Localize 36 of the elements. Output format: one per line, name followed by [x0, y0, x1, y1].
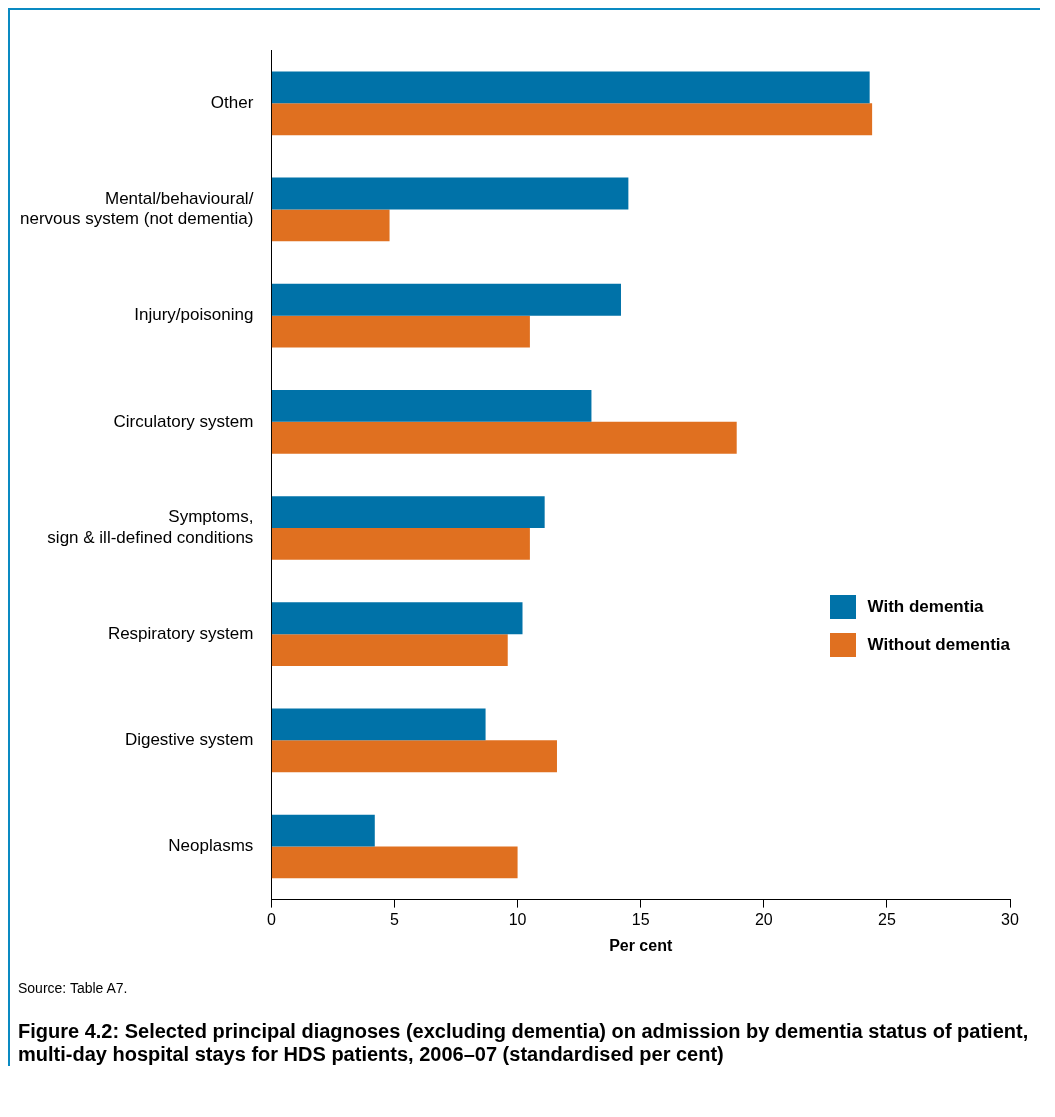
- bar: [271, 315, 530, 348]
- x-tick-label: 0: [266, 910, 276, 928]
- x-tick-label: 15: [631, 910, 650, 928]
- y-tick-label: Mental/behavioural/ nervous system (not dementia): [19, 188, 254, 229]
- x-tick-label: 30: [1001, 910, 1019, 928]
- bar: [271, 389, 592, 422]
- x-axis-title: Per cent: [609, 936, 673, 954]
- x-tick-label: 25: [878, 910, 896, 928]
- legend-label: With dementia: [867, 597, 984, 617]
- bar: [271, 283, 621, 316]
- bar: [271, 421, 737, 454]
- bar: [271, 177, 629, 210]
- bar: [271, 740, 557, 773]
- bar: [271, 846, 518, 879]
- y-tick-label: Symptoms, sign & ill-defined conditions: [47, 507, 254, 547]
- x-tick-label: 20: [754, 910, 773, 928]
- y-tick-label: Neoplasms: [168, 836, 254, 856]
- bar: [271, 496, 545, 528]
- bar: [271, 71, 870, 104]
- source-note: Source: Table A7.: [18, 980, 129, 996]
- bar: [271, 209, 390, 242]
- bar: [271, 527, 530, 560]
- x-tick-label: 5: [390, 910, 400, 928]
- bar: [271, 814, 375, 847]
- y-tick-label: Injury/poisoning: [134, 305, 254, 325]
- bar: [271, 103, 873, 136]
- y-tick-label: Other: [210, 92, 254, 112]
- bar: [271, 708, 486, 741]
- text: Figure 4.2: Selected principal diagnoses (excluding dementia) on admission by dementia status of patient, multi-day hospital stays for HDS patients, 2006–07 (standardised per cent): [18, 1020, 1030, 1066]
- legend-label: Without dementia: [867, 635, 1010, 655]
- y-tick-label: Circulatory system: [113, 411, 254, 431]
- bar: [271, 602, 523, 635]
- y-tick-label: Digestive system: [124, 730, 254, 750]
- bar: [271, 634, 508, 667]
- x-tick-label: 10: [508, 910, 527, 928]
- y-tick-label: Respiratory system: [107, 623, 254, 643]
